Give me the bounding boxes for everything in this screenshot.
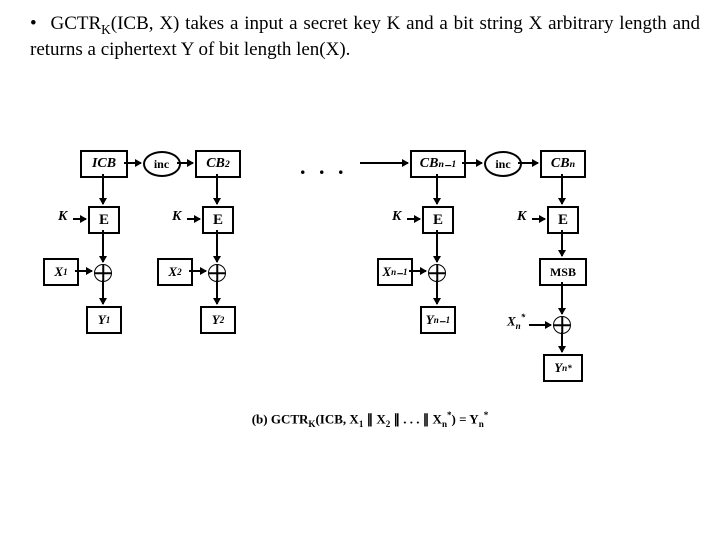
arrow bbox=[124, 162, 141, 164]
yn-star-box: Yn* bbox=[543, 354, 583, 382]
arrow bbox=[216, 280, 218, 304]
cb-box: CB2 bbox=[195, 150, 241, 178]
arrow bbox=[436, 230, 438, 262]
arrow bbox=[102, 230, 104, 262]
arrow bbox=[561, 282, 563, 314]
arrow bbox=[73, 218, 86, 220]
x-box: Xn₋1 bbox=[377, 258, 413, 286]
e-box: E bbox=[202, 206, 234, 234]
y-box: Y2 bbox=[200, 306, 236, 334]
cb-box: ICB bbox=[80, 150, 128, 178]
y-box: Y1 bbox=[86, 306, 122, 334]
cb-box: CBn₋1 bbox=[410, 150, 466, 178]
arrow bbox=[216, 174, 218, 204]
x-box: X2 bbox=[157, 258, 193, 286]
arrow bbox=[561, 332, 563, 352]
arrow bbox=[529, 324, 551, 326]
diagram-caption: (b) GCTRK(ICB, X1 ∥ X2 ∥ . . . ∥ Xn*) = … bbox=[50, 410, 690, 429]
y-box: Yn₋1 bbox=[420, 306, 456, 334]
gctr-diagram: ICBincEKX1Y1CB2EKX2Y2CBn₋1incEKXn₋1Yn₋1C… bbox=[50, 150, 690, 450]
arrow bbox=[561, 230, 563, 256]
ellipsis: . . . bbox=[300, 154, 348, 180]
xn-star-label: Xn* bbox=[507, 312, 525, 331]
k-label: K bbox=[58, 209, 67, 225]
arrow bbox=[75, 270, 92, 272]
arrow bbox=[532, 218, 545, 220]
arrow bbox=[436, 280, 438, 304]
e-box: E bbox=[422, 206, 454, 234]
para-rest: (ICB, X) takes a input a secret key K an… bbox=[30, 13, 700, 60]
arrow bbox=[409, 270, 426, 272]
bullet-icon: • bbox=[30, 12, 37, 37]
para-sub: K bbox=[101, 22, 111, 37]
cb-box: CBn bbox=[540, 150, 586, 178]
arrow bbox=[102, 280, 104, 304]
k-label: K bbox=[172, 209, 181, 225]
arrow bbox=[187, 218, 200, 220]
arrow bbox=[462, 162, 482, 164]
e-box: E bbox=[88, 206, 120, 234]
arrow bbox=[360, 162, 408, 164]
para-prefix: GCTR bbox=[50, 13, 101, 34]
k-label: K bbox=[517, 209, 526, 225]
arrow bbox=[407, 218, 420, 220]
arrow bbox=[189, 270, 206, 272]
description-paragraph: • GCTRK(ICB, X) takes a input a secret k… bbox=[30, 12, 700, 63]
arrow bbox=[436, 174, 438, 204]
e-box: E bbox=[547, 206, 579, 234]
arrow bbox=[216, 230, 218, 262]
arrow bbox=[177, 162, 194, 164]
inc-oval: inc bbox=[143, 151, 181, 177]
arrow bbox=[561, 174, 563, 204]
x-box: X1 bbox=[43, 258, 79, 286]
arrow bbox=[102, 174, 104, 204]
msb-box: MSB bbox=[539, 258, 587, 286]
arrow bbox=[518, 162, 538, 164]
k-label: K bbox=[392, 209, 401, 225]
inc-oval: inc bbox=[484, 151, 522, 177]
